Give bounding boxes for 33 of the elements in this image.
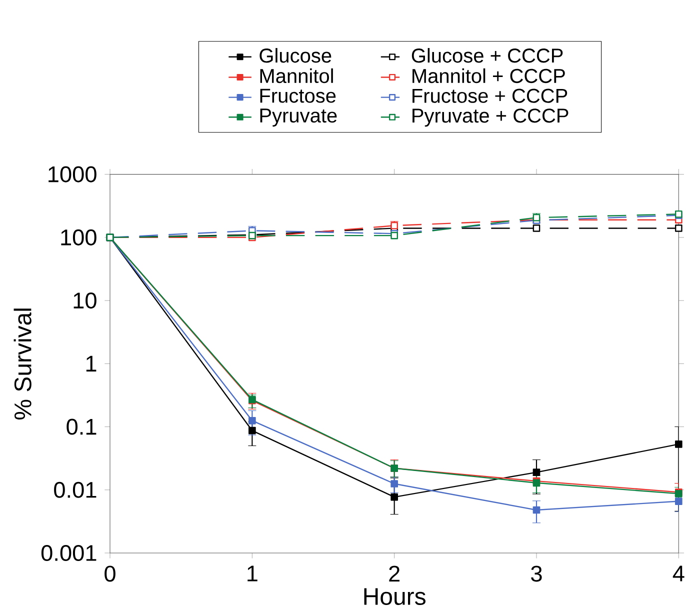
legend-label: Glucose xyxy=(260,48,332,63)
legend-label: Glucose + CCCP xyxy=(412,48,563,63)
x-tick-label: 4 xyxy=(672,566,684,582)
legend-label: Mannitol xyxy=(260,68,333,84)
point xyxy=(248,426,256,434)
x-tick-label: 0 xyxy=(104,566,116,582)
point xyxy=(674,498,682,505)
x-tick-label: 3 xyxy=(531,566,542,582)
y-tick-label: 100 xyxy=(61,229,96,246)
point xyxy=(532,224,540,232)
point xyxy=(390,493,398,501)
y-tick-label: 0.001 xyxy=(41,544,96,562)
legend-label: Mannitol + CCCP xyxy=(412,68,565,84)
legend-label: Pyruvate + CCCP xyxy=(412,108,568,127)
point xyxy=(674,440,682,448)
x-axis-title: Hours xyxy=(364,588,426,605)
point xyxy=(390,480,398,488)
y-tick-label: 1 xyxy=(86,356,96,372)
y-axis-title: % Survival xyxy=(14,308,32,420)
y-tick-label: 0.01 xyxy=(54,482,96,498)
point xyxy=(532,468,540,476)
point xyxy=(248,416,256,424)
point xyxy=(532,506,540,514)
y-tick-label: 0.1 xyxy=(66,418,96,435)
y-tick-label: 1000 xyxy=(48,166,96,182)
point xyxy=(532,214,540,222)
legend-label: Fructose + CCCP xyxy=(412,88,568,103)
x-tick-label: 2 xyxy=(389,566,400,582)
legend-label: Pyruvate xyxy=(260,108,337,127)
y-tick-label: 10 xyxy=(74,292,96,309)
point xyxy=(674,224,682,232)
x-tick-label: 1 xyxy=(248,566,258,582)
legend-label: Fructose xyxy=(260,88,336,103)
